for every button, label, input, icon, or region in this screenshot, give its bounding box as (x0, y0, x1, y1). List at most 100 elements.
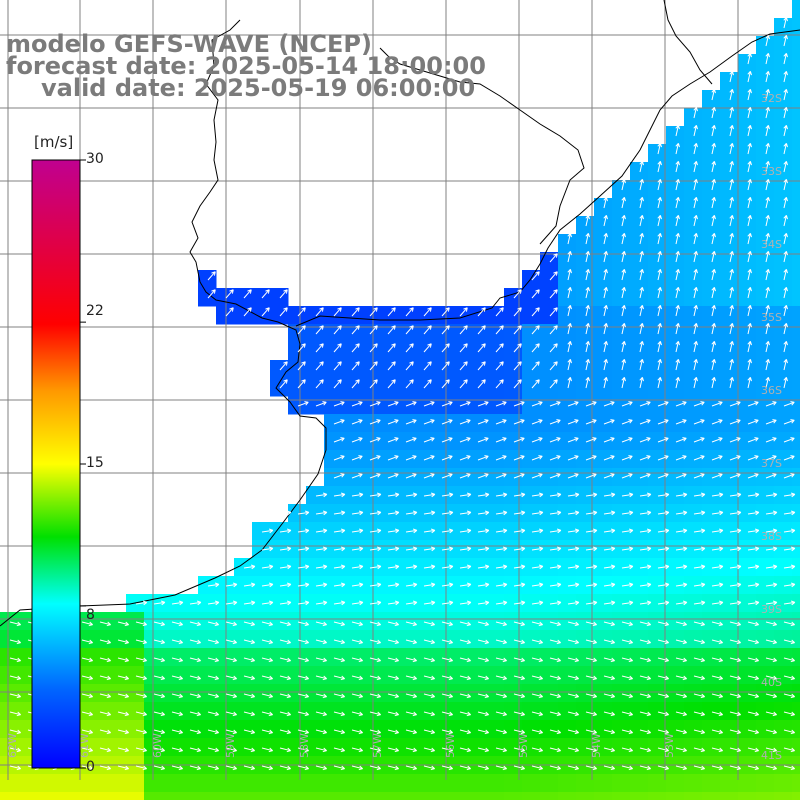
wind-arrow (585, 528, 598, 534)
wind-arrow (639, 729, 652, 735)
wind-cell (666, 270, 685, 289)
wind-cell (594, 396, 613, 415)
wind-cell (252, 558, 271, 577)
wind-arrow (783, 178, 788, 191)
wind-cell (378, 396, 397, 415)
wind-arrow (765, 693, 778, 699)
wind-arrow (765, 765, 778, 771)
wind-arrow (153, 765, 166, 771)
wind-arrow (711, 214, 716, 227)
longitude-label: 60W (151, 733, 164, 758)
wind-cell (450, 594, 469, 613)
wind-cell (522, 630, 541, 649)
wind-cell (270, 684, 289, 703)
wind-cell (414, 684, 433, 703)
wind-cell (702, 792, 721, 800)
wind-arrow (783, 729, 796, 735)
latitude-label: 35S (761, 311, 782, 324)
wind-arrow (369, 546, 382, 552)
wind-cell (306, 648, 325, 667)
wind-cell (504, 540, 523, 559)
wind-cell (432, 468, 451, 487)
wind-arrow (513, 325, 522, 335)
wind-cell (306, 396, 325, 415)
wind-arrow (657, 358, 662, 371)
wind-cell (198, 270, 217, 289)
wind-arrow (567, 639, 580, 645)
wind-cell (378, 630, 397, 649)
wind-cell (522, 702, 541, 721)
wind-arrow (513, 437, 525, 443)
wind-cell (720, 360, 739, 379)
wind-cell (720, 324, 739, 343)
wind-cell (486, 360, 505, 379)
wind-cell (576, 414, 595, 433)
wind-cell (378, 792, 397, 800)
wind-cell (414, 774, 433, 793)
wind-arrow (495, 639, 508, 645)
wind-arrow (297, 657, 310, 663)
wind-arrow (333, 546, 346, 552)
wind-arrow (189, 621, 202, 627)
wind-cell (468, 774, 487, 793)
wind-arrow (459, 711, 472, 717)
wind-cell (720, 234, 739, 253)
wind-cell (270, 720, 289, 739)
wind-cell (774, 522, 793, 541)
wind-cell (702, 558, 721, 577)
wind-arrow (459, 600, 472, 606)
wind-arrow (513, 307, 522, 317)
wind-cell (738, 576, 757, 595)
wind-cell (342, 684, 361, 703)
wind-cell (234, 738, 253, 757)
wind-cell (270, 306, 289, 325)
wind-cell (684, 108, 703, 127)
wind-cell (792, 702, 800, 721)
wind-cell (684, 144, 703, 163)
wind-cell (648, 504, 667, 523)
wind-cell (486, 414, 505, 433)
wind-cell (342, 432, 361, 451)
wind-cell (108, 630, 127, 649)
wind-arrow (711, 639, 724, 645)
wind-cell (792, 522, 800, 541)
wind-arrow (693, 340, 698, 353)
wind-cell (738, 288, 757, 307)
wind-arrow (297, 711, 310, 717)
wind-cell (342, 468, 361, 487)
wind-arrow (405, 711, 418, 717)
wind-arrow (135, 693, 148, 699)
wind-arrow (333, 765, 346, 771)
wind-arrow (729, 106, 734, 119)
wind-arrow (513, 379, 522, 389)
wind-arrow (765, 455, 777, 461)
wind-cell (378, 738, 397, 757)
wind-cell (612, 468, 631, 487)
wind-cell (738, 666, 757, 685)
wind-arrow (675, 304, 680, 317)
wind-cell (666, 342, 685, 361)
wind-arrow (423, 401, 435, 407)
wind-cell (684, 360, 703, 379)
wind-cell (306, 486, 325, 505)
wind-arrow (711, 286, 716, 299)
wind-arrow (405, 693, 418, 699)
wind-cell (468, 504, 487, 523)
wind-cell (594, 774, 613, 793)
wind-cell (648, 630, 667, 649)
wind-cell (738, 504, 757, 523)
wind-arrow (405, 564, 418, 570)
wind-arrow (783, 657, 796, 663)
wind-arrow (297, 600, 310, 606)
wind-arrow (657, 419, 669, 425)
wind-arrow (567, 358, 572, 371)
wind-arrow (639, 322, 644, 335)
wind-arrow (765, 340, 770, 353)
wind-arrow (351, 419, 363, 425)
latitude-label: 39S (761, 603, 782, 616)
wind-arrow (243, 693, 256, 699)
wind-cell (756, 504, 775, 523)
wind-cell (486, 450, 505, 469)
lat-lon-grid (0, 0, 800, 780)
wind-cell (612, 180, 631, 199)
